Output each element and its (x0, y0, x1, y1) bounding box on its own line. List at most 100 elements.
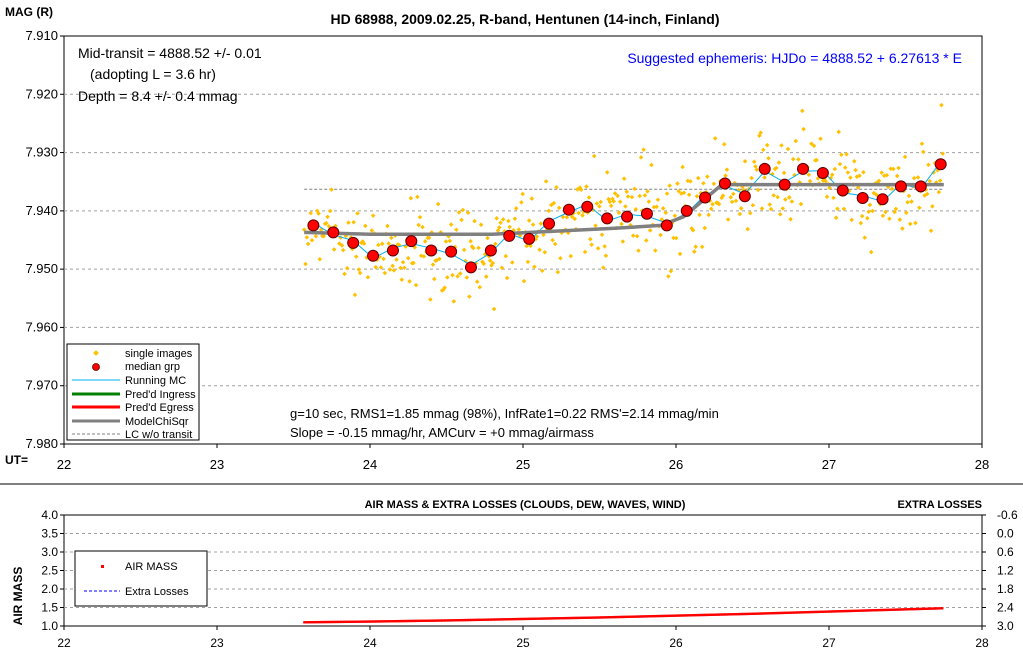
airmass-point (650, 615, 653, 618)
airmass-point (881, 608, 884, 612)
airmass-point (746, 612, 750, 616)
airmass-point (410, 619, 413, 623)
airmass-point (722, 613, 725, 616)
airmass-point (665, 614, 669, 618)
airmass-point (375, 620, 378, 623)
airmass-point (786, 611, 789, 614)
airmass-point (820, 610, 823, 613)
single-image-point (405, 255, 411, 261)
median-group-point (464, 261, 477, 274)
airmass-point (671, 614, 675, 617)
legend-airmass-marker (101, 565, 104, 568)
airmass-point (633, 615, 636, 618)
main-x-tick-label: 28 (975, 457, 989, 472)
main-y-tick-label: 7.940 (25, 203, 58, 218)
airmass-point (584, 616, 587, 619)
airmass-point (430, 619, 433, 622)
airmass-point (656, 614, 659, 618)
airmass-point (844, 609, 848, 613)
airmass-point (486, 618, 490, 621)
median-group-point (680, 204, 693, 217)
airmass-point (691, 614, 695, 617)
single-image-point (498, 220, 503, 225)
airmass-point (327, 620, 330, 624)
median-group-point (484, 244, 497, 257)
airmass-point (684, 614, 687, 617)
airmass-point (454, 619, 457, 622)
airmass-point (779, 611, 782, 615)
airmass-point (630, 615, 633, 618)
airmass-point (797, 611, 800, 614)
median-group-point (836, 184, 849, 197)
single-image-point (494, 216, 499, 221)
airmass-point (716, 613, 719, 616)
airmass-point (711, 613, 714, 616)
ephemeris-text: Suggested ephemeris: HJDo = 4888.52 + 6.… (627, 50, 962, 66)
airmass-point (645, 615, 649, 618)
airmass-point (939, 607, 942, 610)
single-image-point (491, 306, 497, 312)
single-image-point (455, 274, 460, 279)
airmass-point (497, 618, 500, 621)
airmass-point (639, 615, 643, 618)
single-image-point (382, 270, 388, 276)
airmass-point (843, 609, 846, 613)
airmass-point (522, 617, 525, 621)
airmass-point (653, 614, 656, 618)
airmass-point (743, 612, 747, 616)
single-image-point (308, 210, 313, 216)
single-image-point (490, 260, 496, 266)
airmass-point (647, 615, 650, 618)
main-gridlines (60, 35, 983, 448)
single-image-point (454, 227, 459, 233)
single-image-point (389, 235, 394, 241)
airmass-point (696, 613, 699, 617)
legend-airmass: AIR MASS (125, 561, 178, 573)
main-y-tick-label: 7.950 (25, 261, 58, 276)
single-image-point (325, 214, 330, 220)
airmass-point (342, 620, 346, 624)
airmass-point (554, 617, 557, 620)
airmass-point (384, 620, 387, 623)
airmass-point (595, 616, 598, 619)
airmass-point (359, 620, 363, 623)
airmass-point (763, 612, 766, 615)
legend-extra-losses: Extra Losses (125, 586, 189, 598)
airmass-point (783, 611, 786, 615)
airmass-point (551, 617, 554, 620)
airmass-point (356, 620, 359, 623)
single-image-point (398, 265, 403, 271)
airmass-point (916, 607, 919, 611)
single-image-point (487, 258, 493, 263)
airmass-point (382, 620, 385, 623)
median-group-point (621, 210, 634, 223)
single-image-point (415, 194, 420, 200)
median-group-point (856, 192, 869, 205)
airmass-point (316, 620, 320, 624)
airmass-point (809, 610, 812, 614)
airmass-point (753, 612, 756, 615)
airmass-point (437, 619, 441, 622)
airmass-point (495, 618, 499, 621)
extra-losses-tick-labels: -0.6 0.0 0.6 1.2 1.8 2.4 3.0 (997, 508, 1018, 633)
single-image-point (379, 241, 385, 247)
legend-single-images-marker (93, 350, 99, 356)
airmass-point (727, 613, 730, 616)
airmass-point (310, 621, 314, 624)
airmass-point (861, 609, 864, 612)
airmass-point (570, 616, 574, 620)
single-image-point (390, 263, 395, 269)
airmass-point (523, 617, 526, 621)
airmass-point (548, 617, 551, 620)
airmass-point (635, 615, 638, 618)
airmass-point (685, 614, 688, 617)
single-image-point (407, 279, 412, 284)
airmass-point (413, 619, 416, 623)
main-x-prefix: UT= (5, 453, 28, 467)
airmass-point (918, 607, 921, 611)
single-image-point (365, 274, 371, 280)
single-image-point (413, 282, 419, 288)
airmass-point (740, 612, 743, 616)
airmass-point (528, 617, 531, 621)
